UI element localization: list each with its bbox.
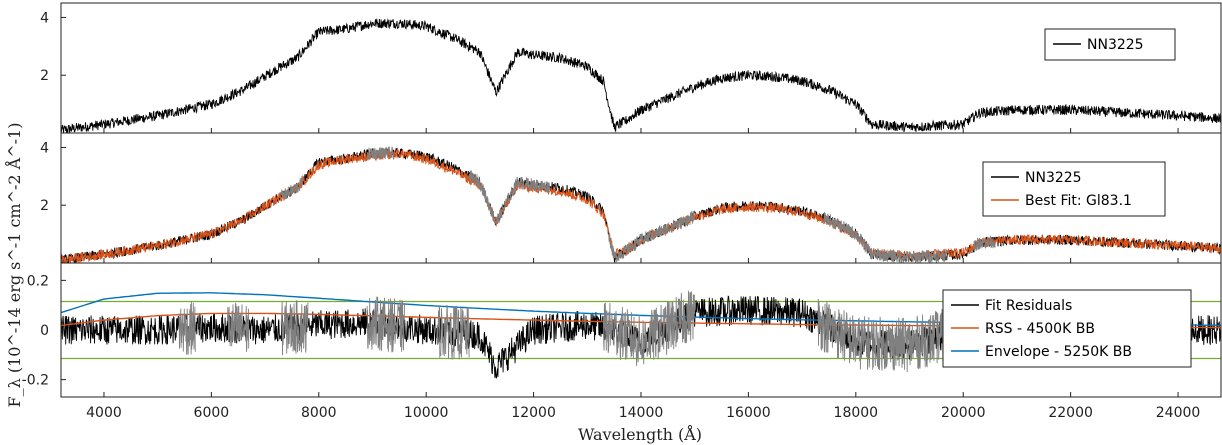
masked-region xyxy=(602,290,696,366)
masked-region xyxy=(366,296,405,353)
panel-middle: 2 4 NN3225 Best Fit: Gl83.1 xyxy=(40,132,1222,264)
x-tick-label: 6000 xyxy=(194,405,230,421)
plot-area xyxy=(61,146,1221,263)
legend-label: RSS - 4500K BB xyxy=(985,321,1095,337)
legend: NN3225 Best Fit: Gl83.1 xyxy=(982,161,1166,217)
legend: NN3225 xyxy=(1044,28,1176,61)
panel-bottom: -0.2 0 0.2 Fit Residuals RSS - 4500K BB Envel… xyxy=(22,262,1222,398)
masked-region xyxy=(178,301,196,355)
x-axis: 4000 6000 8000 10000 12000 14000 16000 18000 200… xyxy=(86,128,1200,421)
masked-region xyxy=(436,304,470,360)
series-best-fit-gl83-1 xyxy=(61,148,1221,263)
masked-region xyxy=(817,298,953,373)
y-tick-label: 4 xyxy=(40,140,49,156)
legend-label: Envelope - 5250K BB xyxy=(985,344,1132,360)
masked-region xyxy=(973,235,996,253)
y-tick-label: 0 xyxy=(40,323,49,339)
x-tick-label: 10000 xyxy=(404,405,449,421)
y-tick-label: 2 xyxy=(40,68,49,84)
masked-region xyxy=(823,211,948,263)
panel-top: 2 4 NN3225 xyxy=(40,2,1222,134)
x-tick-label: 12000 xyxy=(511,405,556,421)
x-tick-label: 4000 xyxy=(86,405,122,421)
legend-label: NN3225 xyxy=(1087,37,1144,53)
series-nn3225 xyxy=(61,18,1221,133)
y-tick-label: 4 xyxy=(40,10,49,26)
masked-region xyxy=(468,170,551,224)
legend-box xyxy=(982,161,1166,217)
x-tick-label: 24000 xyxy=(1156,405,1201,421)
masked-region xyxy=(227,302,250,352)
y-tick-label: 0.2 xyxy=(27,273,49,289)
y-tick-label: 2 xyxy=(40,198,49,214)
masked-region xyxy=(280,300,309,356)
x-tick-label: 18000 xyxy=(834,405,879,421)
x-axis-title: Wavelength (Å) xyxy=(578,424,702,444)
y-axis-title: F_λ (10^-14 erg s^-1 cm^-2 Å^-1) xyxy=(4,123,24,408)
y-tick-label: -0.2 xyxy=(22,373,49,389)
plot-area xyxy=(61,18,1221,133)
legend-label: Best Fit: Gl83.1 xyxy=(1025,193,1132,209)
legend-label: Fit Residuals xyxy=(985,298,1072,314)
y-axis-title-group: F_λ (10^-14 erg s^-1 cm^-2 Å^-1) xyxy=(4,123,24,408)
legend: Fit Residuals RSS - 4500K BB Envelope - 52… xyxy=(942,289,1192,368)
legend-label: NN3225 xyxy=(1025,170,1082,186)
x-tick-label: 14000 xyxy=(619,405,664,421)
masked-region xyxy=(608,210,695,263)
masked-region xyxy=(366,146,395,162)
x-tick-label: 20000 xyxy=(941,405,986,421)
x-tick-label: 8000 xyxy=(301,405,337,421)
x-tick-label: 16000 xyxy=(726,405,771,421)
masked-region xyxy=(280,175,303,200)
x-tick-label: 22000 xyxy=(1048,405,1093,421)
legend-box xyxy=(942,289,1192,368)
